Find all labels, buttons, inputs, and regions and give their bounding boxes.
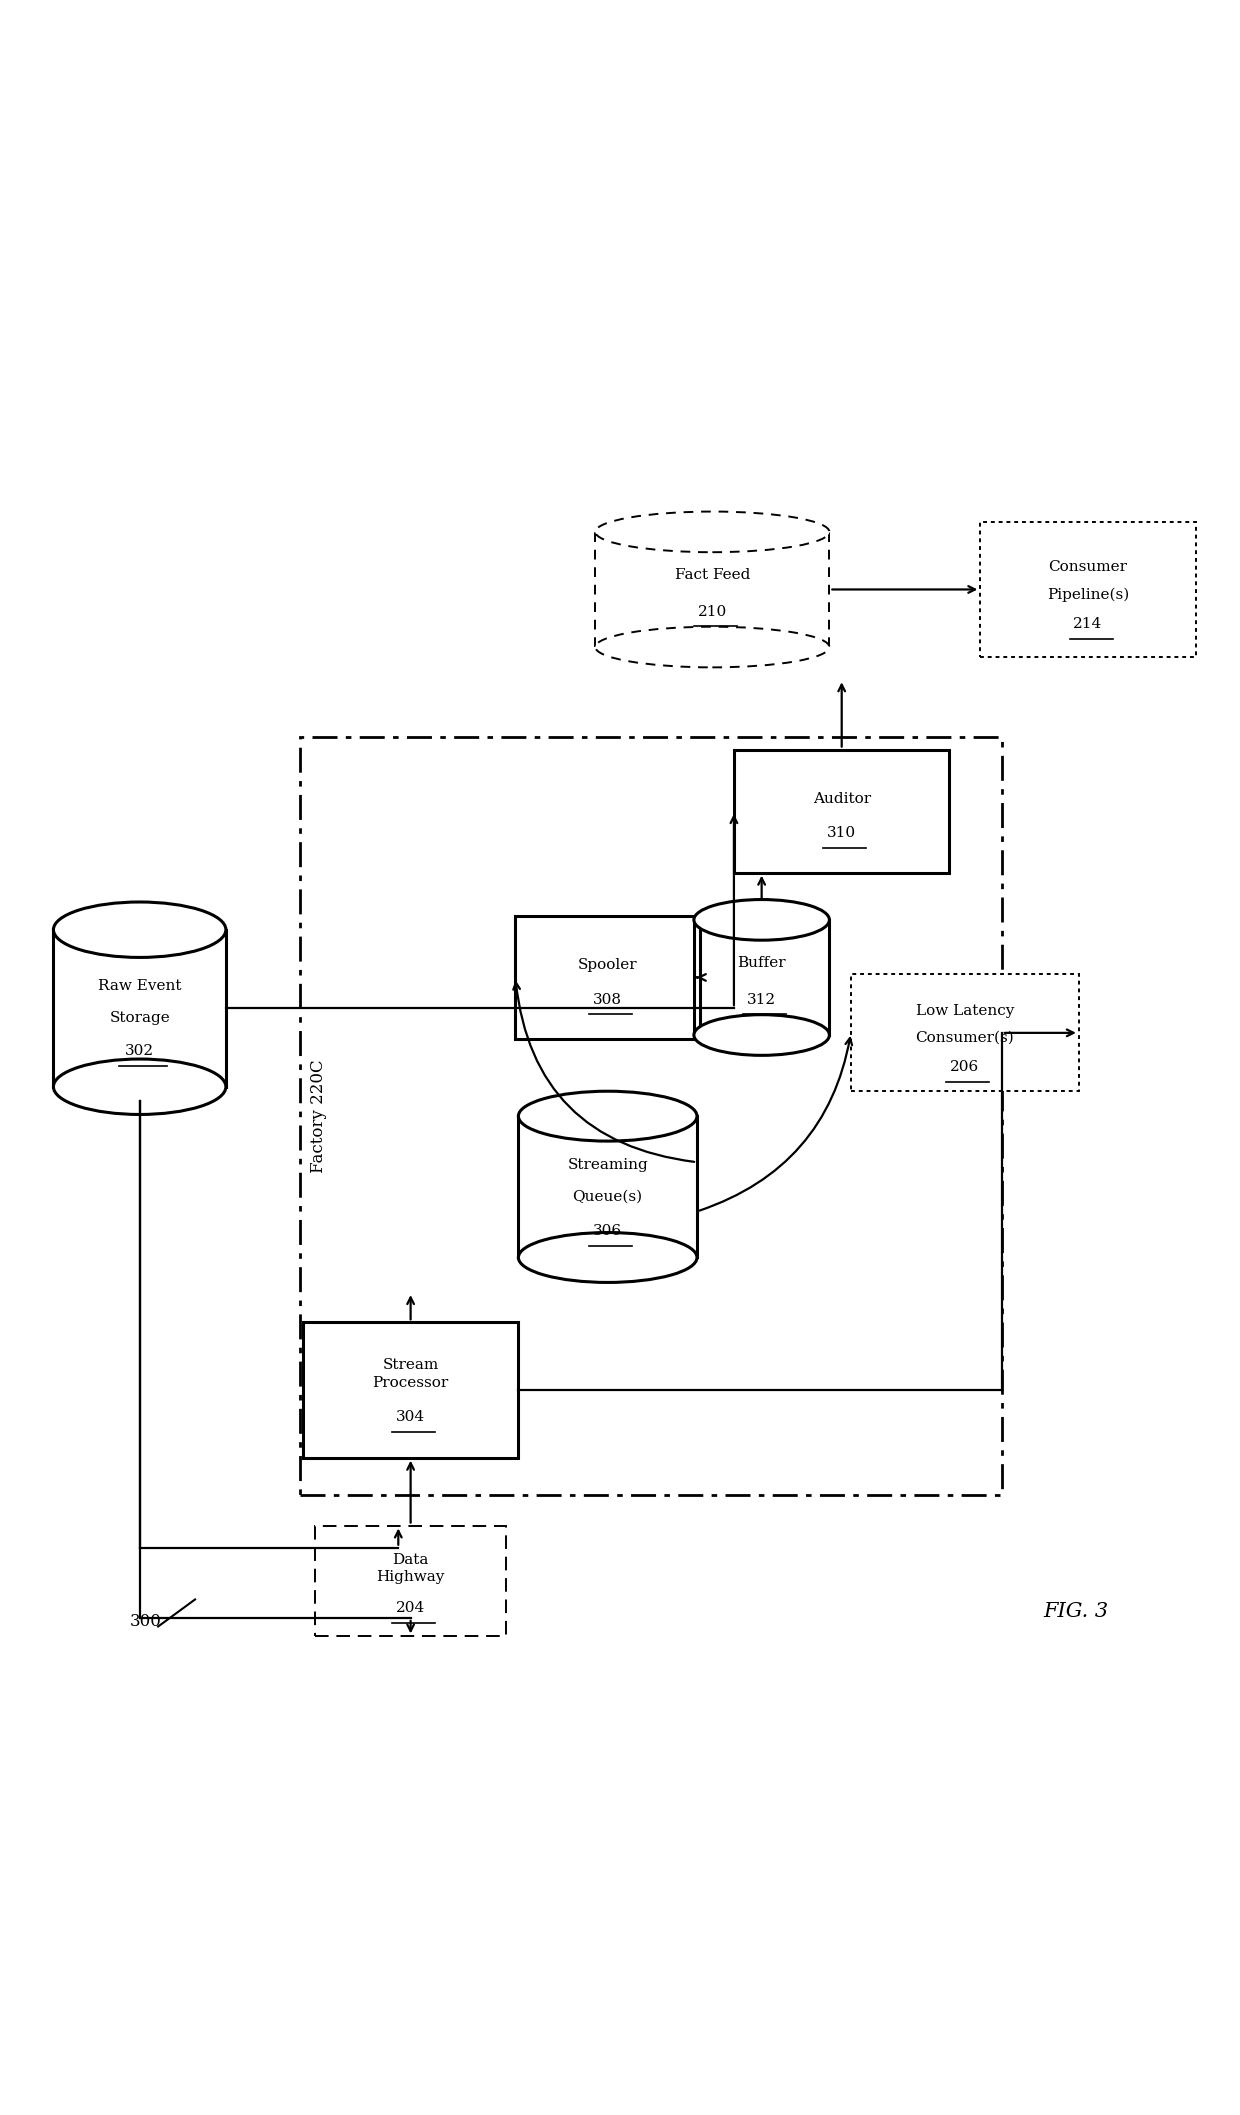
Ellipse shape: [53, 1060, 226, 1115]
Text: 302: 302: [125, 1045, 154, 1058]
Text: Data
Highway: Data Highway: [377, 1552, 445, 1584]
Bar: [53, 931, 226, 1087]
Text: Stream
Processor: Stream Processor: [372, 1358, 449, 1390]
Text: 304: 304: [396, 1411, 425, 1423]
Bar: [694, 920, 830, 1034]
Text: Consumer: Consumer: [1049, 560, 1127, 575]
Ellipse shape: [518, 1233, 697, 1282]
Bar: [518, 1117, 697, 1258]
Text: Streaming: Streaming: [568, 1157, 649, 1172]
Text: 206: 206: [950, 1060, 980, 1074]
Text: FIG. 3: FIG. 3: [1043, 1603, 1109, 1622]
Text: 210: 210: [698, 605, 727, 618]
FancyBboxPatch shape: [516, 916, 701, 1038]
Text: 312: 312: [746, 992, 776, 1007]
FancyBboxPatch shape: [303, 1322, 518, 1457]
Text: Auditor: Auditor: [812, 791, 870, 806]
Ellipse shape: [595, 512, 830, 552]
Text: 306: 306: [593, 1225, 622, 1237]
Text: 300: 300: [130, 1614, 161, 1631]
FancyBboxPatch shape: [315, 1525, 506, 1637]
Text: Factory 220C: Factory 220C: [310, 1060, 327, 1174]
Text: 310: 310: [827, 827, 857, 840]
Text: Storage: Storage: [109, 1011, 170, 1026]
Ellipse shape: [518, 1091, 697, 1142]
Text: 204: 204: [396, 1601, 425, 1616]
Text: Low Latency: Low Latency: [915, 1005, 1014, 1017]
Ellipse shape: [595, 626, 830, 668]
Text: Buffer: Buffer: [738, 956, 786, 969]
FancyBboxPatch shape: [734, 749, 950, 873]
Text: 214: 214: [1074, 618, 1102, 630]
Text: Fact Feed: Fact Feed: [675, 567, 750, 582]
Ellipse shape: [53, 901, 226, 958]
FancyBboxPatch shape: [981, 522, 1195, 658]
Text: Pipeline(s): Pipeline(s): [1047, 588, 1130, 601]
Ellipse shape: [694, 1015, 830, 1055]
Text: Queue(s): Queue(s): [573, 1189, 642, 1203]
Bar: [595, 531, 830, 647]
Text: 308: 308: [593, 992, 622, 1007]
Text: Spooler: Spooler: [578, 958, 637, 973]
Text: Raw Event: Raw Event: [98, 979, 181, 994]
Ellipse shape: [694, 899, 830, 941]
FancyBboxPatch shape: [851, 975, 1079, 1091]
Text: Consumer(s): Consumer(s): [915, 1030, 1014, 1045]
